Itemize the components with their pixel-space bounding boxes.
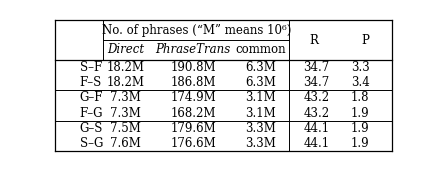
Text: R: R (310, 33, 318, 47)
Text: 18.2M: 18.2M (106, 76, 144, 89)
Text: 44.1: 44.1 (303, 122, 330, 135)
Text: 3.3M: 3.3M (245, 137, 276, 150)
Text: 44.1: 44.1 (303, 137, 330, 150)
Text: 186.8M: 186.8M (170, 76, 216, 89)
Text: 3.3M: 3.3M (245, 122, 276, 135)
Text: common: common (235, 43, 286, 56)
Text: S–G: S–G (80, 137, 103, 150)
Text: No. of phrases (“M” means 10⁶): No. of phrases (“M” means 10⁶) (102, 24, 291, 37)
Text: P: P (361, 33, 369, 47)
Text: 43.2: 43.2 (303, 107, 330, 120)
Text: 174.9M: 174.9M (170, 91, 216, 104)
Text: 190.8M: 190.8M (170, 61, 216, 74)
Text: 6.3M: 6.3M (245, 76, 276, 89)
Text: G–F: G–F (80, 91, 103, 104)
Text: 43.2: 43.2 (303, 91, 330, 104)
Text: 7.3M: 7.3M (110, 107, 141, 120)
Text: Direct: Direct (107, 43, 144, 56)
Text: 6.3M: 6.3M (245, 61, 276, 74)
Text: S–F: S–F (80, 61, 102, 74)
Text: F–S: F–S (80, 76, 102, 89)
Text: 3.1M: 3.1M (245, 91, 276, 104)
Text: G–S: G–S (80, 122, 103, 135)
Text: 7.6M: 7.6M (110, 137, 141, 150)
Text: 34.7: 34.7 (303, 61, 330, 74)
Text: 3.1M: 3.1M (245, 107, 276, 120)
Text: 168.2M: 168.2M (170, 107, 216, 120)
Text: 1.9: 1.9 (351, 137, 370, 150)
Text: 1.9: 1.9 (351, 107, 370, 120)
Text: 3.3: 3.3 (351, 61, 370, 74)
Text: 18.2M: 18.2M (106, 61, 144, 74)
Text: 34.7: 34.7 (303, 76, 330, 89)
Text: 7.3M: 7.3M (110, 91, 141, 104)
Text: 7.5M: 7.5M (110, 122, 141, 135)
Text: 1.8: 1.8 (351, 91, 370, 104)
Text: 3.4: 3.4 (351, 76, 370, 89)
Text: F–G: F–G (80, 107, 103, 120)
Text: 176.6M: 176.6M (170, 137, 216, 150)
Text: 1.9: 1.9 (351, 122, 370, 135)
Text: PhraseTrans: PhraseTrans (155, 43, 231, 56)
Text: 179.6M: 179.6M (170, 122, 216, 135)
